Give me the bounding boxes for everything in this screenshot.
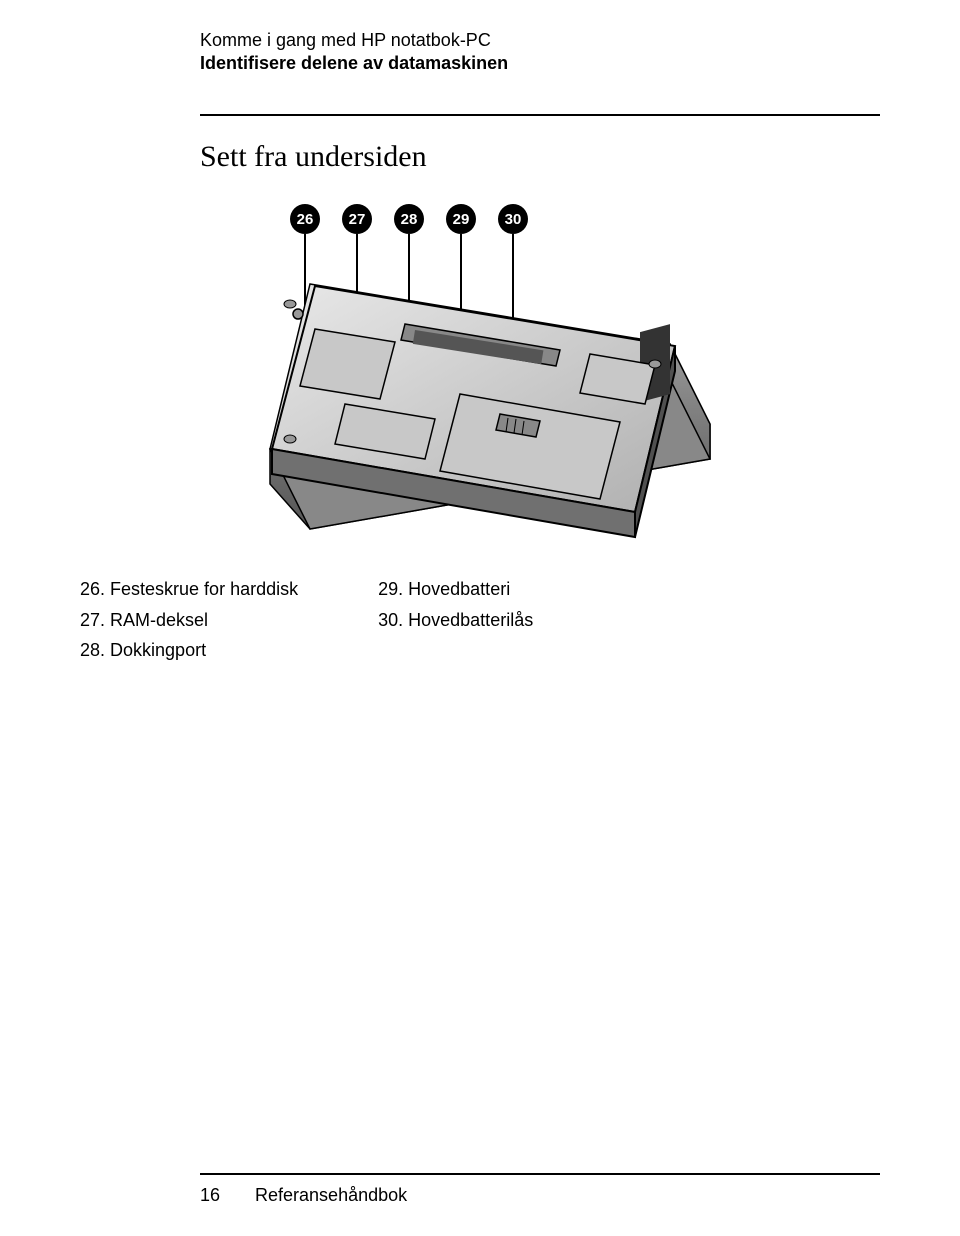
footer: 16 Referansehåndbok <box>200 1173 880 1206</box>
legend-item: 28. Dokkingport <box>80 635 298 666</box>
laptop-underside-illustration <box>260 274 720 544</box>
bottom-rule <box>200 1173 880 1175</box>
callout-row: 26 27 28 29 30 <box>290 204 528 234</box>
callout-badge-29: 29 <box>446 204 476 234</box>
top-rule <box>200 114 880 116</box>
header-chapter: Komme i gang med HP notatbok-PC <box>200 30 880 51</box>
section-title: Sett fra undersiden <box>200 140 880 174</box>
legend-item: 27. RAM-deksel <box>80 605 298 636</box>
callout-badge-26: 26 <box>290 204 320 234</box>
diagram: 26 27 28 29 30 <box>260 204 720 544</box>
legend-left-column: 26. Festeskrue for harddisk 27. RAM-deks… <box>80 574 298 666</box>
footer-book-title: Referansehåndbok <box>255 1185 407 1205</box>
legend-item: 29. Hovedbatteri <box>378 574 533 605</box>
callout-badge-28: 28 <box>394 204 424 234</box>
legend-item: 30. Hovedbatterilås <box>378 605 533 636</box>
legend-right-column: 29. Hovedbatteri 30. Hovedbatterilås <box>378 574 533 666</box>
header-section: Identifisere delene av datamaskinen <box>200 53 880 74</box>
callout-badge-30: 30 <box>498 204 528 234</box>
page-number: 16 <box>200 1185 250 1206</box>
legend: 26. Festeskrue for harddisk 27. RAM-deks… <box>80 574 880 666</box>
callout-badge-27: 27 <box>342 204 372 234</box>
legend-item: 26. Festeskrue for harddisk <box>80 574 298 605</box>
